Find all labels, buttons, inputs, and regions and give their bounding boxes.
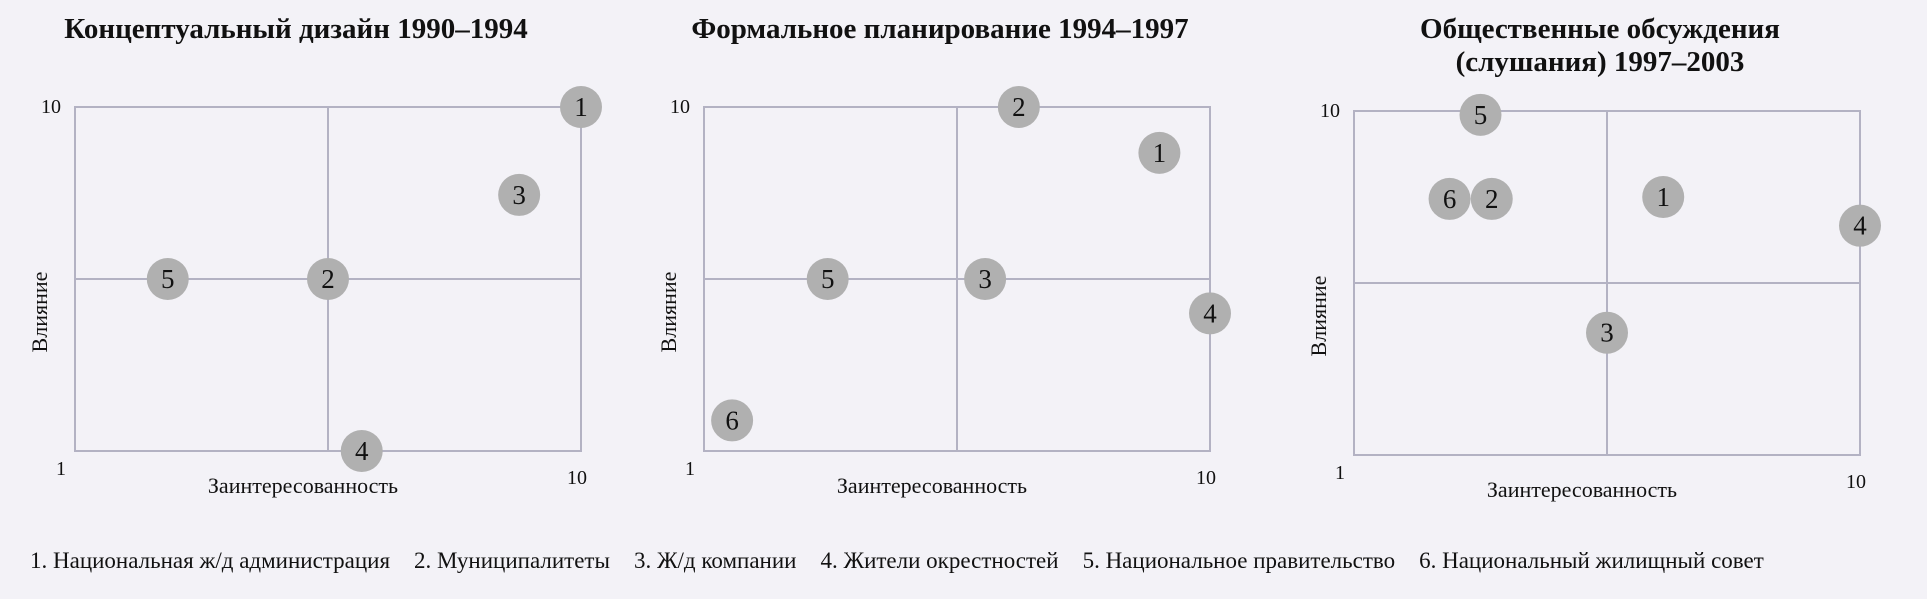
chart-1-point-label-2: 2 [321, 264, 335, 294]
chart-title-3-line-1: Общественные обсуждения [1420, 13, 1780, 45]
chart-2-point-3 [964, 258, 1007, 300]
chart-1-point-label-3: 3 [512, 180, 526, 210]
chart-3-point-3 [1586, 311, 1628, 354]
chart-3-point-label-4: 4 [1853, 211, 1867, 241]
chart-1-point-2 [307, 258, 349, 300]
chart-3-point-label-2: 2 [1485, 184, 1499, 214]
chart-1-point-3 [498, 173, 541, 216]
chart-3-point-label-1: 1 [1656, 182, 1670, 212]
chart-1-point-label-4: 4 [355, 436, 369, 466]
chart-2-point-label-4: 4 [1203, 298, 1217, 328]
legend-item-4: 4. Жители окрестностей [820, 548, 1059, 573]
chart-2-point-label-2: 2 [1012, 92, 1026, 122]
chart-1-point-5 [146, 258, 189, 300]
chart-3-x-tick-label: 1 [1335, 462, 1345, 484]
chart-3-point-6 [1428, 177, 1471, 220]
chart-title-2: Формальное планирование 1994–1997 [691, 13, 1189, 45]
chart-1-point-label-5: 5 [161, 264, 175, 294]
chart-3-x-tick-label: 10 [1846, 471, 1866, 493]
chart-1-y-axis-label: Влияние [27, 272, 52, 353]
legend-item-5: 5. Национальное правительство [1082, 548, 1396, 573]
chart-2-point-5 [806, 258, 849, 300]
chart-2-point-label-1: 1 [1153, 138, 1167, 168]
chart-3-point-label-5: 5 [1474, 100, 1488, 130]
legend-item-6: 6. Национальный жилищный совет [1419, 548, 1764, 573]
chart-3-point-2 [1470, 177, 1513, 220]
chart-3-y-tick-label: 10 [1320, 100, 1340, 122]
chart-3-x-axis-label: Заинтересованность [1487, 477, 1677, 502]
legend-item-2: 2. Муниципалитеты [414, 548, 610, 573]
chart-1-y-tick-label: 10 [41, 96, 61, 118]
chart-title-3-line-2: (слушания) 1997–2003 [1455, 46, 1745, 78]
chart-1-point-4 [340, 430, 383, 472]
chart-3-point-label-6: 6 [1443, 184, 1457, 214]
chart-1-x-tick-label: 10 [567, 467, 587, 489]
chart-2-x-tick-label: 1 [685, 458, 695, 480]
legend: 1. Национальная ж/д администрация 2. Муни… [30, 548, 1788, 574]
chart-2-point-label-5: 5 [821, 264, 835, 294]
legend-item-1: 1. Национальная ж/д администрация [30, 548, 391, 573]
chart-2-point-label-6: 6 [725, 405, 739, 435]
chart-3-point-5 [1459, 93, 1502, 136]
chart-2-point-1 [1138, 131, 1181, 174]
chart-2-y-axis-label: Влияние [656, 272, 681, 353]
chart-2-point-4 [1189, 292, 1231, 335]
chart-1-point-1 [560, 86, 602, 128]
chart-2-x-axis-label: Заинтересованность [837, 473, 1027, 498]
chart-3-point-label-3: 3 [1600, 318, 1614, 348]
chart-2-point-6 [711, 399, 754, 442]
chart-1-point-label-1: 1 [574, 92, 588, 122]
chart-2-point-2 [997, 86, 1040, 128]
chart-title-3: Общественные обсуждения (слушания) 1997–… [1300, 13, 1900, 79]
chart-2-x-tick-label: 10 [1196, 467, 1216, 489]
legend-item-3: 3. Ж/д компании [633, 548, 797, 573]
chart-3-point-1 [1642, 176, 1685, 218]
chart-3-point-4 [1839, 204, 1881, 247]
chart-title-1: Концептуальный дизайн 1990–1994 [64, 13, 528, 45]
chart-2-point-label-3: 3 [978, 264, 992, 294]
chart-1-x-tick-label: 1 [56, 458, 66, 480]
chart-1-x-axis-label: Заинтересованность [208, 473, 398, 498]
chart-2-y-tick-label: 10 [670, 96, 690, 118]
chart-3-y-axis-label: Влияние [1306, 276, 1331, 357]
